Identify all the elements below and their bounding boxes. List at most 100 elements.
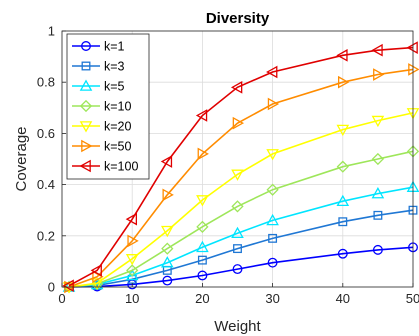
legend-label: k=20 — [104, 120, 132, 134]
data-point — [125, 268, 139, 281]
data-point — [336, 124, 350, 137]
legend-item: k=100 — [72, 160, 138, 174]
x-axis-label: Weight — [214, 318, 261, 335]
legend-item: k=20 — [72, 120, 132, 134]
series-line — [68, 112, 414, 288]
legend-label: k=10 — [104, 100, 132, 114]
data-point — [231, 200, 244, 213]
series-k-3 — [64, 205, 418, 292]
legend-marker — [79, 159, 91, 173]
chart-title: Diversity — [206, 10, 270, 27]
data-point — [373, 68, 385, 81]
series-line — [68, 46, 414, 287]
legend-label: k=5 — [104, 80, 125, 94]
series-k-50 — [64, 63, 419, 294]
data-point — [266, 213, 279, 226]
series-k-100 — [62, 41, 418, 293]
x-tick-label: 50 — [406, 291, 419, 306]
y-tick-label: 1 — [48, 24, 55, 39]
series-line — [68, 150, 414, 288]
data-point — [266, 149, 279, 161]
data-point — [267, 97, 280, 111]
axes-box — [61, 30, 414, 288]
data-point — [197, 147, 209, 161]
x-tick-label: 0 — [58, 291, 65, 306]
x-tick-label: 40 — [336, 291, 350, 306]
legend-item: k=5 — [72, 79, 125, 94]
x-tick-label: 30 — [265, 291, 279, 306]
legend-label: k=50 — [104, 140, 132, 154]
data-point — [371, 187, 385, 199]
data-point — [197, 270, 208, 281]
series-line — [68, 186, 414, 288]
data-point — [196, 220, 209, 233]
data-point — [231, 169, 244, 181]
legend-item: k=50 — [72, 140, 132, 154]
y-tick-label: 0.4 — [37, 177, 55, 192]
data-point — [267, 257, 278, 268]
x-tick-label: 20 — [195, 291, 209, 306]
series-layer — [62, 41, 419, 294]
data-point — [160, 256, 174, 268]
data-point — [336, 160, 349, 173]
data-point — [408, 63, 419, 76]
legend-marker — [79, 99, 93, 113]
data-point — [162, 275, 173, 286]
tick-layer: 0 10 20 30 40 50 0 0.2 0.4 0.6 0.8 1 — [37, 24, 419, 307]
data-point — [338, 217, 348, 227]
y-tick-label: 0.2 — [37, 228, 55, 243]
data-point — [230, 81, 243, 94]
data-point — [372, 244, 383, 255]
series-line — [68, 246, 414, 288]
legend-marker — [79, 79, 93, 91]
data-point — [337, 248, 348, 259]
legend: k=1 k=3 k=5 k=10 k=20 k=50 k=100 — [66, 33, 150, 180]
legend-item: k=3 — [72, 60, 125, 74]
data-point — [336, 194, 350, 207]
data-point — [233, 244, 242, 254]
data-point — [266, 183, 279, 196]
data-point — [371, 43, 383, 57]
legend-label: k=3 — [104, 60, 125, 74]
data-point — [268, 233, 278, 243]
data-point — [90, 264, 102, 277]
series-line — [68, 209, 414, 288]
data-point — [127, 234, 139, 248]
data-point — [373, 210, 383, 220]
legend-label: k=1 — [104, 40, 125, 54]
y-tick-label: 0.8 — [37, 75, 55, 90]
x-tick-label: 10 — [125, 291, 139, 306]
data-point — [160, 155, 173, 168]
data-point — [337, 75, 350, 89]
series-line — [68, 68, 414, 288]
data-point — [126, 264, 139, 277]
data-point — [371, 152, 385, 166]
data-point — [196, 240, 209, 253]
data-point — [197, 255, 207, 265]
legend-label: k=100 — [104, 160, 138, 174]
data-point — [371, 115, 385, 128]
data-point — [195, 109, 208, 122]
data-point — [161, 242, 174, 255]
data-point — [196, 195, 209, 207]
legend-marker — [81, 61, 91, 71]
data-point — [160, 225, 174, 238]
data-point — [125, 254, 139, 266]
legend-marker — [79, 121, 93, 133]
data-point — [125, 212, 138, 226]
legend-marker — [81, 139, 93, 153]
legend-marker — [81, 41, 91, 51]
data-point — [266, 65, 278, 79]
data-point — [231, 226, 244, 239]
data-point — [232, 264, 243, 275]
y-tick-label: 0 — [48, 280, 55, 295]
data-point — [232, 116, 245, 130]
data-point — [336, 49, 348, 62]
y-axis-label: Coverage — [13, 126, 30, 191]
data-point — [62, 279, 74, 293]
y-tick-label: 0.6 — [37, 126, 55, 141]
legend-item: k=10 — [72, 100, 132, 114]
data-point — [406, 41, 418, 54]
